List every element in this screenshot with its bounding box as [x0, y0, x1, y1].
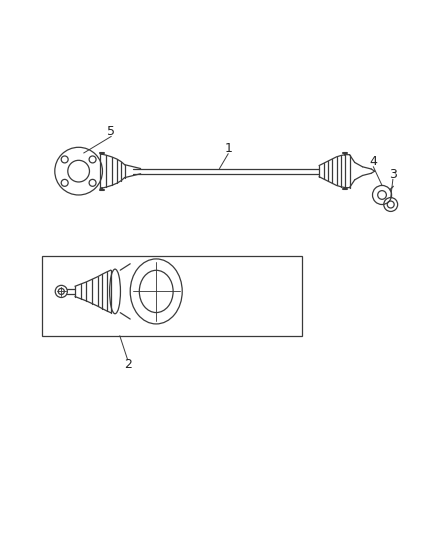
- Bar: [42, 256, 301, 336]
- Text: 5: 5: [107, 125, 115, 138]
- Text: 4: 4: [369, 155, 376, 168]
- Text: 1: 1: [224, 142, 232, 155]
- Text: 3: 3: [388, 168, 396, 181]
- Text: 2: 2: [124, 358, 131, 372]
